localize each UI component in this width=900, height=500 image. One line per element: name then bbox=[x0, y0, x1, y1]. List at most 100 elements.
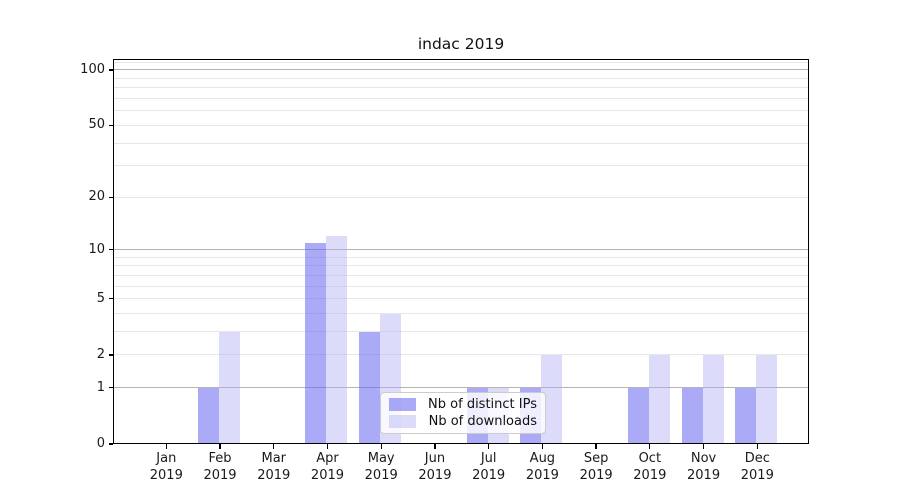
y-tick-label: 1 bbox=[96, 379, 105, 395]
y-minor-gridline bbox=[113, 110, 809, 112]
x-tick-month: May bbox=[367, 451, 395, 466]
y-minor-gridline bbox=[113, 87, 809, 89]
x-tick-mark bbox=[165, 444, 167, 449]
x-tick-year: 2019 bbox=[257, 467, 291, 483]
bar-nb-of-downloads-apr bbox=[326, 236, 348, 444]
bar-nb-of-distinct-ips-dec bbox=[735, 387, 757, 444]
x-tick-label-feb: Feb 2019 bbox=[180, 451, 260, 484]
x-tick-year: 2019 bbox=[525, 467, 559, 483]
bar-nb-of-downloads-dec bbox=[756, 354, 778, 444]
x-tick-year: 2019 bbox=[740, 467, 774, 483]
bar-nb-of-distinct-ips-feb bbox=[198, 387, 220, 444]
x-tick-label-may: May 2019 bbox=[341, 451, 421, 484]
x-tick-label-dec: Dec 2019 bbox=[717, 451, 797, 484]
x-tick-label-sep: Sep 2019 bbox=[556, 451, 636, 484]
y-tick-label: 100 bbox=[80, 61, 105, 77]
bar-nb-of-downloads-oct bbox=[648, 354, 670, 444]
legend-entry-distinct-ips: Nb of distinct IPs bbox=[389, 397, 537, 412]
x-tick-mark bbox=[756, 444, 758, 449]
legend-entry-downloads: Nb of downloads bbox=[389, 414, 537, 429]
x-tick-year: 2019 bbox=[203, 467, 237, 483]
x-tick-year: 2019 bbox=[472, 467, 506, 483]
x-tick-label-jan: Jan 2019 bbox=[126, 451, 206, 484]
y-minor-gridline bbox=[113, 142, 809, 144]
legend-swatch-distinct-ips bbox=[389, 398, 416, 411]
x-tick-month: Oct bbox=[638, 451, 662, 466]
y-tick-mark bbox=[108, 196, 113, 198]
x-tick-year: 2019 bbox=[687, 467, 721, 483]
y-minor-gridline bbox=[113, 98, 809, 100]
x-tick-year: 2019 bbox=[633, 467, 667, 483]
x-tick-mark bbox=[434, 444, 436, 449]
x-tick-label-apr: Apr 2019 bbox=[287, 451, 367, 484]
y-tick-label: 50 bbox=[88, 117, 105, 133]
y-tick-mark bbox=[108, 69, 113, 71]
x-tick-month: Mar bbox=[261, 451, 287, 466]
y-minor-gridline bbox=[113, 124, 809, 126]
x-tick-month: Nov bbox=[690, 451, 717, 466]
y-major-gridline bbox=[113, 69, 809, 71]
x-tick-year: 2019 bbox=[364, 467, 398, 483]
y-minor-gridline bbox=[113, 331, 809, 333]
x-tick-mark bbox=[541, 444, 544, 449]
legend: Nb of distinct IPs Nb of downloads bbox=[380, 392, 546, 434]
y-tick-mark bbox=[108, 249, 113, 251]
y-tick-mark bbox=[108, 387, 113, 389]
y-tick-label: 20 bbox=[88, 189, 105, 205]
y-minor-gridline bbox=[113, 313, 809, 315]
x-tick-mark bbox=[595, 444, 597, 449]
x-tick-year: 2019 bbox=[579, 467, 613, 483]
y-tick-label: 10 bbox=[88, 241, 105, 257]
y-minor-gridline bbox=[113, 298, 809, 300]
y-major-gridline bbox=[113, 387, 809, 389]
y-minor-gridline bbox=[113, 61, 809, 63]
y-minor-gridline bbox=[113, 265, 809, 267]
y-tick-label: 5 bbox=[96, 290, 105, 306]
y-tick-mark bbox=[108, 354, 113, 356]
legend-label-distinct-ips: Nb of distinct IPs bbox=[428, 397, 537, 412]
y-minor-gridline bbox=[113, 77, 809, 79]
legend-label-downloads: Nb of downloads bbox=[428, 414, 537, 429]
y-tick-mark bbox=[108, 443, 113, 445]
y-tick-mark bbox=[108, 124, 113, 126]
x-tick-mark bbox=[380, 444, 382, 449]
y-minor-gridline bbox=[113, 274, 809, 276]
x-tick-mark bbox=[488, 444, 490, 449]
y-tick-label: 2 bbox=[96, 346, 105, 362]
x-tick-mark bbox=[273, 444, 275, 449]
x-tick-mark bbox=[649, 444, 651, 449]
x-tick-month: Jun bbox=[424, 451, 446, 466]
y-minor-gridline bbox=[113, 256, 809, 258]
x-tick-month: Jul bbox=[480, 451, 497, 466]
y-tick-label: 0 bbox=[96, 436, 105, 451]
y-tick-mark bbox=[108, 298, 113, 300]
x-tick-label-nov: Nov 2019 bbox=[664, 451, 744, 484]
x-tick-label-aug: Aug 2019 bbox=[502, 451, 582, 484]
x-tick-month: Dec bbox=[744, 451, 770, 466]
x-tick-year: 2019 bbox=[310, 467, 345, 483]
x-tick-month: Sep bbox=[583, 451, 609, 466]
x-tick-mark bbox=[219, 444, 221, 449]
x-tick-mark bbox=[702, 444, 705, 449]
x-tick-label-jun: Jun 2019 bbox=[395, 451, 475, 484]
y-minor-gridline bbox=[113, 285, 809, 287]
x-tick-month: Apr bbox=[316, 451, 339, 466]
x-tick-month: Feb bbox=[208, 451, 232, 466]
bar-nb-of-downloads-feb bbox=[219, 331, 241, 444]
bar-nb-of-distinct-ips-oct bbox=[627, 387, 649, 444]
x-tick-label-jul: Jul 2019 bbox=[449, 451, 529, 484]
x-tick-year: 2019 bbox=[418, 467, 452, 483]
x-tick-month: Aug bbox=[529, 451, 556, 466]
x-tick-label-mar: Mar 2019 bbox=[234, 451, 314, 484]
chart-title: indac 2019 bbox=[417, 35, 505, 53]
legend-swatch-downloads bbox=[389, 415, 416, 428]
bar-nb-of-downloads-aug bbox=[541, 354, 563, 444]
y-minor-gridline bbox=[113, 165, 809, 167]
bar-nb-of-distinct-ips-apr bbox=[305, 242, 327, 444]
y-minor-gridline bbox=[113, 354, 809, 356]
bar-nb-of-distinct-ips-nov bbox=[681, 387, 703, 444]
bar-nb-of-distinct-ips-may bbox=[359, 331, 381, 444]
y-minor-gridline bbox=[113, 196, 809, 198]
x-tick-mark bbox=[326, 444, 329, 449]
